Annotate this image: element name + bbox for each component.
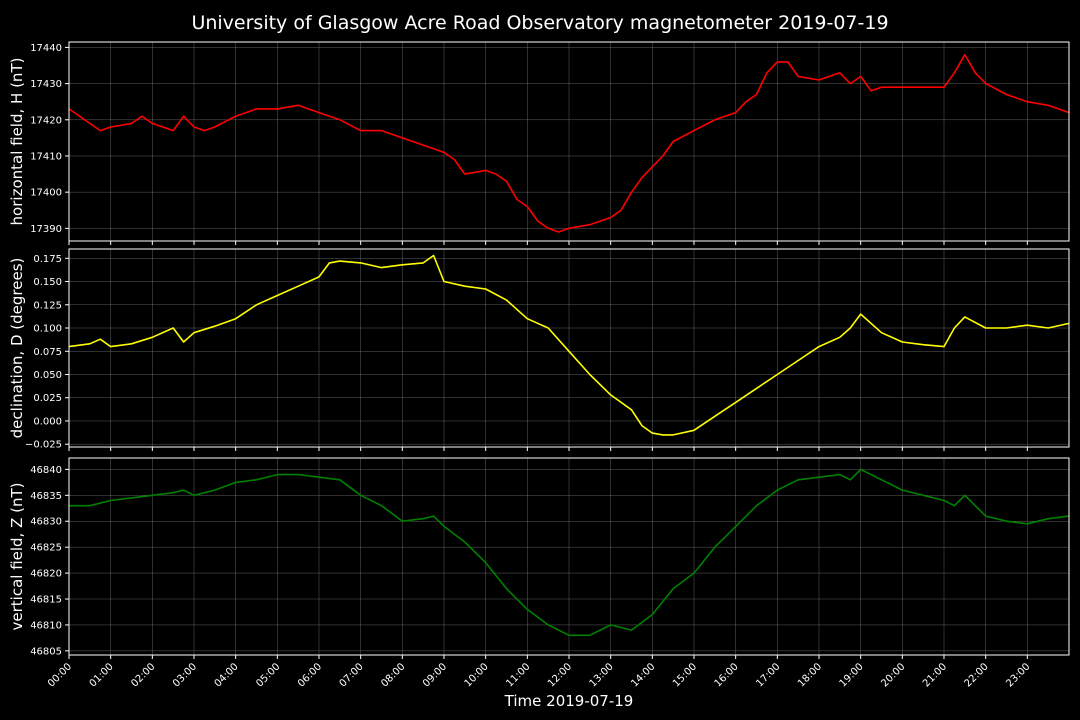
x-tick-label: 18:00: [796, 661, 824, 689]
y-tick-label: 17430: [30, 79, 62, 90]
x-tick-label: 09:00: [421, 661, 449, 689]
y-axis-label-H: horizontal field, H (nT): [8, 58, 26, 226]
y-tick-label: 0.125: [33, 300, 62, 311]
panel-frame-Z: [68, 457, 1070, 656]
x-tick-label: 01:00: [88, 661, 116, 689]
y-tick-label: 17400: [30, 188, 62, 199]
x-tick-label: 03:00: [171, 661, 199, 689]
x-tick-label: 19:00: [838, 661, 866, 689]
x-tick-label: 02:00: [129, 661, 157, 689]
y-tick-label: 46815: [30, 595, 62, 606]
x-tick-label: 06:00: [296, 661, 324, 689]
chart-panels: 17390 17400 17410 17420 17430 17440 horizontal…: [8, 41, 1070, 690]
x-axis-label: Time 2019-07-19: [504, 692, 634, 710]
y-tick-label: 46825: [30, 543, 62, 554]
series-line-D: [68, 254, 1070, 436]
x-tick-label: 21:00: [921, 661, 949, 689]
y-tick-label: 0.175: [33, 254, 62, 265]
y-tick-label: 0.000: [33, 416, 62, 427]
y-tick-label: 46835: [30, 491, 62, 502]
y-tick-label: 46840: [30, 465, 62, 476]
series-line-Z: [69, 468, 1070, 637]
y-tick-label: 46820: [30, 569, 62, 580]
series-line-H: [68, 53, 1070, 233]
x-tick-label: 14:00: [629, 661, 657, 689]
x-tick-label: 15:00: [671, 661, 699, 689]
x-tick-label: 05:00: [254, 661, 282, 689]
y-tick-label: 17440: [30, 43, 62, 54]
y-tick-label: 0.050: [33, 370, 62, 381]
y-tick-label: 46810: [30, 620, 62, 631]
chart-title: University of Glasgow Acre Road Observat…: [191, 12, 888, 34]
y-tick-label: 0.150: [33, 277, 62, 288]
x-tick-label: 12:00: [546, 661, 574, 689]
y-axis-label-D: declination, D (degrees): [8, 258, 26, 439]
x-tick-label: 07:00: [338, 661, 366, 689]
panel-frame-H: [68, 41, 1070, 242]
x-tick-label: 04:00: [213, 661, 241, 689]
x-tick-label: 23:00: [1004, 661, 1032, 689]
y-tick-label: 17390: [30, 224, 62, 235]
y-tick-label: 0.025: [33, 393, 62, 404]
x-tick-label: 11:00: [504, 661, 532, 689]
y-axis-label-Z: vertical field, Z (nT): [8, 482, 26, 630]
x-tick-label: 13:00: [588, 661, 616, 689]
y-tick-label: −0.025: [25, 440, 62, 451]
x-tick-label: 16:00: [713, 661, 741, 689]
x-tick-label: 22:00: [963, 661, 991, 689]
x-tick-label: 20:00: [879, 661, 907, 689]
y-tick-label: 0.075: [33, 347, 62, 358]
x-tick-label: 00:00: [46, 661, 74, 689]
x-tick-label: 08:00: [379, 661, 407, 689]
x-tick-label: 17:00: [754, 661, 782, 689]
y-tick-label: 17420: [30, 115, 62, 126]
panel-frame-D: [68, 248, 1070, 448]
x-tick-label: 10:00: [463, 661, 491, 689]
y-tick-label: 17410: [30, 151, 62, 162]
y-tick-label: 46830: [30, 517, 62, 528]
y-tick-label: 0.100: [33, 324, 62, 335]
y-tick-label: 46805: [30, 646, 62, 657]
